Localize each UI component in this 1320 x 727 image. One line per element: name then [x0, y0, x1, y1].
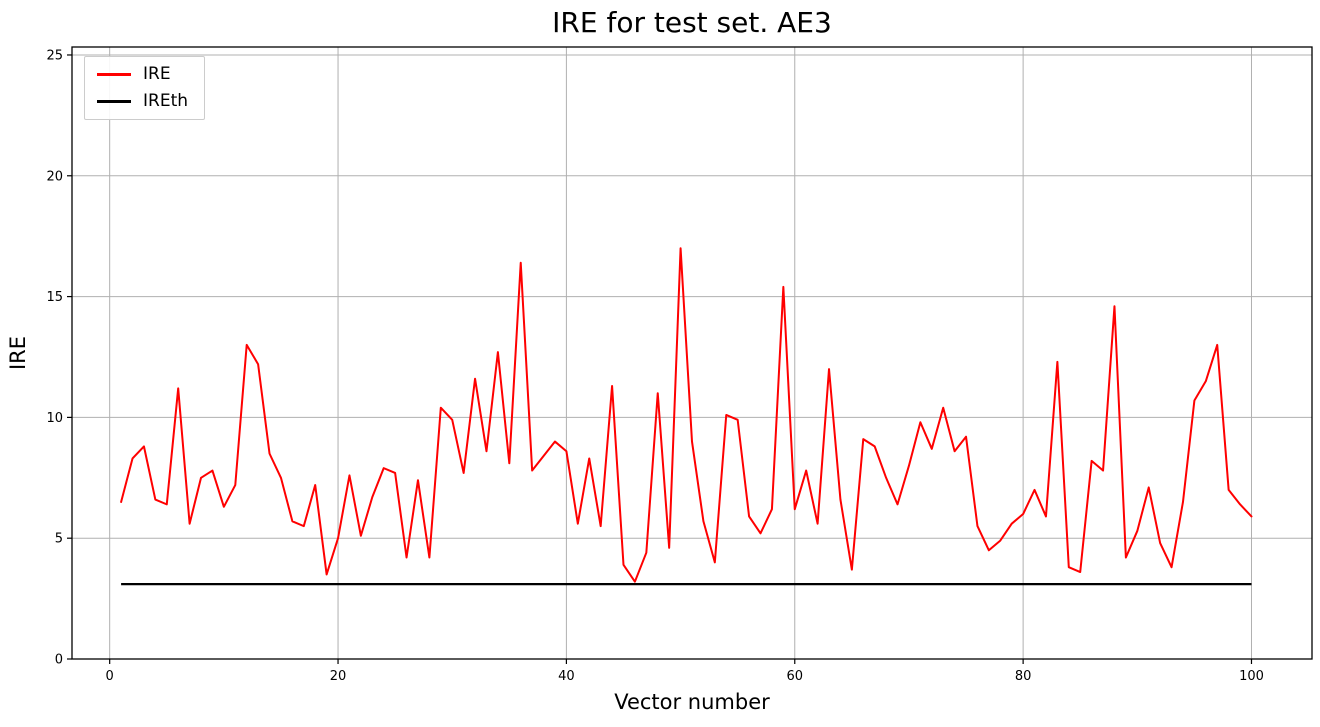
- x-tick-label: 80: [1015, 669, 1032, 684]
- legend: IRE IREth: [84, 56, 206, 120]
- legend-label-ireth: IREth: [143, 91, 189, 111]
- x-axis-label: Vector number: [614, 690, 770, 714]
- legend-item-ire: IRE: [97, 66, 188, 83]
- y-axis-label: IRE: [6, 335, 30, 371]
- chart-title: IRE for test set. AE3: [552, 6, 832, 39]
- legend-item-ireth: IREth: [97, 93, 188, 110]
- x-tick-label: 20: [330, 669, 347, 684]
- x-tick-label: 100: [1239, 669, 1264, 684]
- legend-swatch-ire: [97, 73, 131, 76]
- legend-swatch-ireth: [97, 100, 131, 103]
- y-tick-label: 10: [46, 411, 63, 426]
- plot-frame: [71, 46, 1313, 660]
- y-tick-label: 0: [55, 653, 63, 668]
- y-tick-label: 15: [46, 290, 63, 305]
- legend-label-ire: IRE: [143, 64, 171, 84]
- x-tick-label: 60: [786, 669, 803, 684]
- y-tick-label: 5: [55, 532, 63, 547]
- x-tick-label: 0: [106, 669, 114, 684]
- x-tick-label: 40: [558, 669, 575, 684]
- y-tick-label: 25: [46, 48, 63, 63]
- y-tick-label: 20: [46, 169, 63, 184]
- series-line-ire: [120, 247, 1253, 583]
